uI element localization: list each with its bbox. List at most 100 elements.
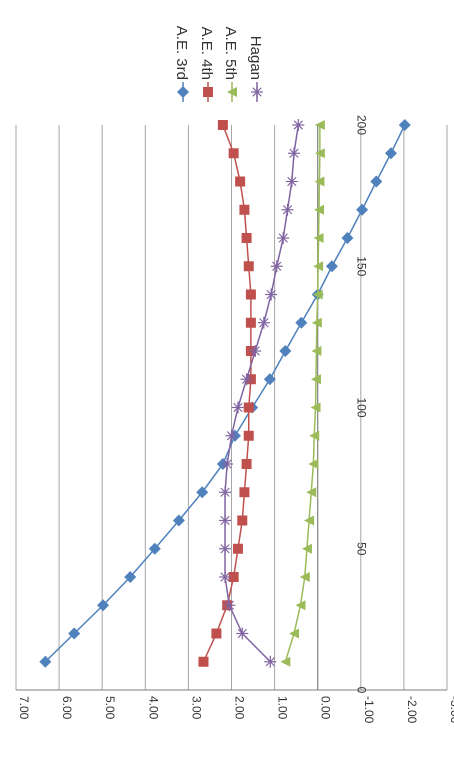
data-point <box>295 316 308 329</box>
data-point <box>211 628 222 639</box>
y-tick-label: 3.00 <box>189 696 203 720</box>
star-stroke <box>220 515 230 526</box>
data-point <box>312 289 323 300</box>
series-line <box>44 124 406 663</box>
data-point <box>314 148 325 159</box>
data-point <box>177 86 189 98</box>
x-tick-label: 50 <box>355 542 369 556</box>
star-stroke <box>220 544 230 554</box>
data-point <box>245 317 256 328</box>
data-point <box>243 430 254 441</box>
legend-item: A.E. 5th <box>222 27 239 102</box>
data-point <box>227 87 237 97</box>
data-point <box>251 86 263 98</box>
data-point <box>341 232 354 244</box>
data-point <box>228 148 239 159</box>
star-stroke <box>250 346 260 356</box>
data-point <box>280 656 291 667</box>
data-point <box>285 175 298 188</box>
data-point <box>239 204 250 215</box>
legend-label: A.E. 5th <box>222 27 239 80</box>
data-point <box>219 514 232 527</box>
star-stroke <box>241 374 252 384</box>
data-point <box>239 487 250 498</box>
data-point <box>384 147 397 160</box>
data-point <box>241 233 252 243</box>
y-tick-label: 6.00 <box>60 696 74 720</box>
data-point <box>148 542 161 555</box>
star-stroke <box>224 600 235 610</box>
data-point <box>240 373 253 386</box>
data-point <box>257 316 270 329</box>
tick-labels: 7.00 6.00 5.00 4.00 3.00 2.00 1.00 0.00 -1.00 -2.… <box>17 115 454 724</box>
data-point <box>277 232 290 244</box>
data-point <box>245 289 256 300</box>
data-point <box>264 655 277 668</box>
data-point <box>249 345 262 357</box>
data-point <box>287 147 300 160</box>
data-point <box>219 542 232 555</box>
data-point <box>288 628 299 639</box>
data-point <box>263 373 276 386</box>
data-point <box>235 176 246 187</box>
y-tick-label: 1.00 <box>276 696 290 720</box>
data-point <box>228 572 239 582</box>
y-tick-label: -1.00 <box>362 696 376 724</box>
y-tick-label: 7.00 <box>17 696 31 720</box>
data-point <box>314 120 325 130</box>
series-a-e-4th <box>198 120 256 667</box>
data-point <box>225 429 238 442</box>
y-tick-label: -2.00 <box>405 696 419 724</box>
y-tick-label: 0.00 <box>319 696 333 720</box>
data-point <box>198 656 209 667</box>
star-stroke <box>252 87 262 97</box>
data-point <box>265 288 278 301</box>
data-point <box>231 401 244 414</box>
star-stroke <box>222 459 232 469</box>
series-a-e-5th <box>280 120 325 667</box>
data-point <box>309 430 320 441</box>
y-tick-label: 4.00 <box>146 696 160 720</box>
legend-label: A.E. 4th <box>198 27 215 80</box>
x-tick-label: 0 <box>355 687 369 694</box>
star-stroke <box>278 233 288 243</box>
data-point <box>295 600 306 611</box>
star-stroke <box>220 487 230 497</box>
star-stroke <box>233 402 243 413</box>
data-point <box>232 543 243 554</box>
data-point <box>219 486 232 499</box>
series-line <box>284 125 321 662</box>
series-group <box>39 119 411 668</box>
data-point <box>270 260 283 273</box>
data-point <box>236 627 249 640</box>
data-point <box>398 119 411 131</box>
legend: A.E. 3rd A.E. 4th A.E. 5th Hagan <box>173 26 264 102</box>
data-point <box>304 515 315 526</box>
data-point <box>325 260 338 273</box>
star-stroke <box>293 120 303 130</box>
data-point <box>311 317 322 328</box>
star-stroke <box>289 148 299 158</box>
star-stroke <box>226 431 237 441</box>
data-point <box>310 374 321 385</box>
data-point <box>292 119 305 131</box>
data-point <box>299 572 310 582</box>
data-point <box>313 261 324 272</box>
star-stroke <box>259 318 269 328</box>
gridlines <box>15 125 448 690</box>
series-hagan <box>219 119 305 668</box>
star-stroke <box>237 628 247 639</box>
data-point <box>308 459 319 469</box>
data-point <box>237 515 248 526</box>
data-point <box>370 175 383 188</box>
data-point <box>313 204 324 215</box>
star-stroke <box>265 657 275 667</box>
data-point <box>39 655 52 668</box>
data-point <box>306 487 317 498</box>
data-point <box>314 176 325 187</box>
data-point <box>241 459 252 469</box>
star-stroke <box>272 261 282 271</box>
x-tick-label: 150 <box>355 256 369 276</box>
star-stroke <box>266 289 276 300</box>
